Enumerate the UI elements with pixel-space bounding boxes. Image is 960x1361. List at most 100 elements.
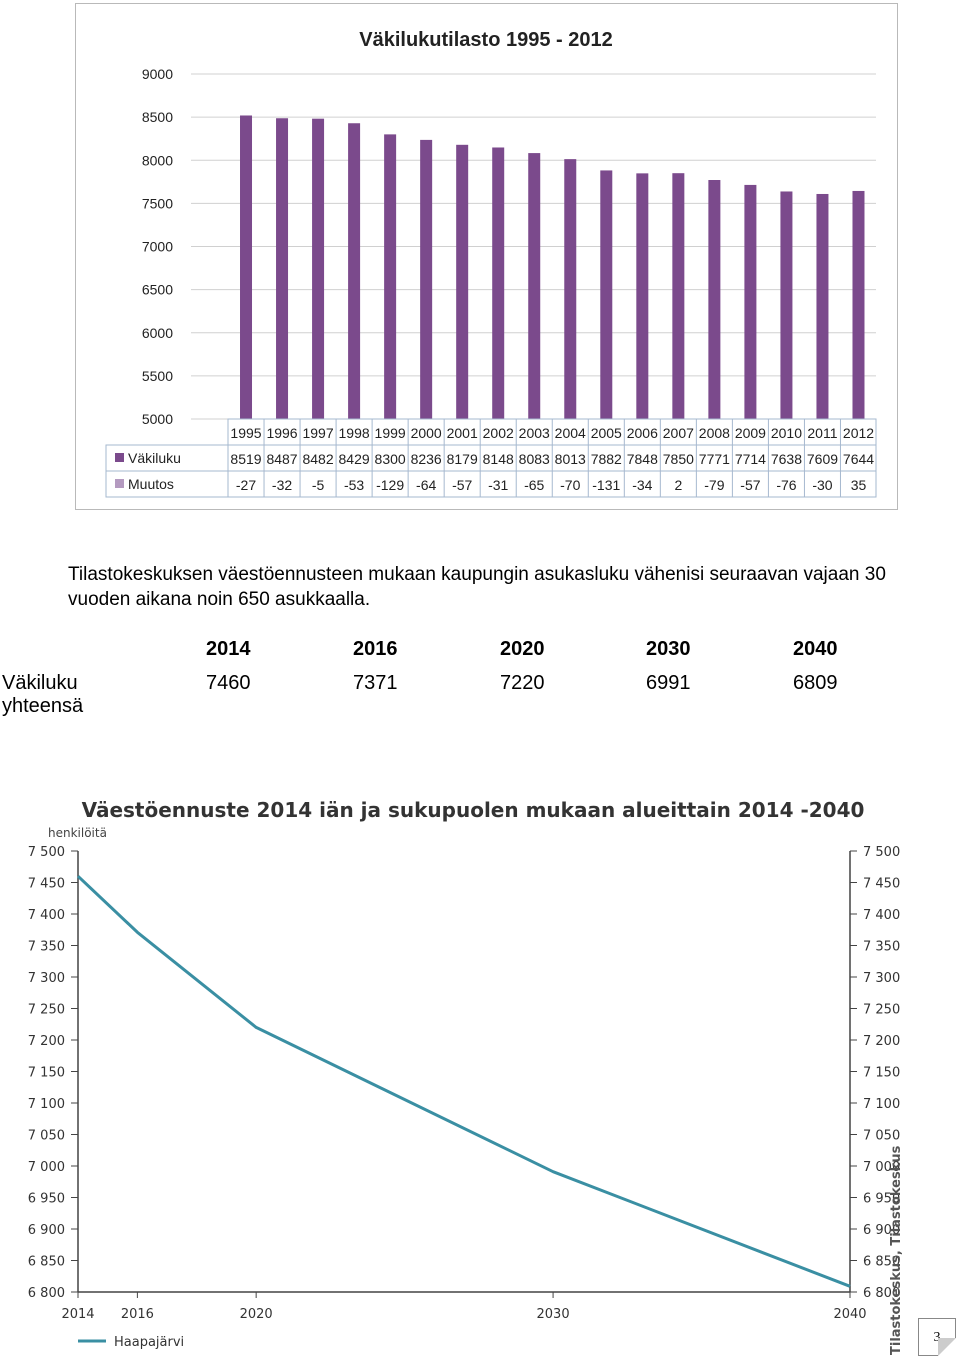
bar [780,191,793,419]
source-watermark: Tilastokeskus, Tilastokeskus [889,1145,904,1355]
chart-title: Väestöennuste 2014 iän ja sukupuolen muk… [82,798,865,822]
population-bar-chart-svg: Väkilukutilasto 1995 - 2012 5000 5500 6000 6… [105,29,877,498]
data-label: 8148 [483,451,514,467]
category-label: 2001 [447,425,478,441]
forecast-year: 2040 [793,638,838,660]
population-bar-chart: Väkilukutilasto 1995 - 2012 5000 5500 6000 6… [75,3,898,510]
y-tick-label: 7 300 [863,971,900,986]
y-tick-label: 7 200 [28,1034,65,1049]
legend-label: Muutos [128,476,174,492]
data-label: 8013 [555,451,586,467]
y-tick-label: 7 300 [28,971,65,986]
data-label: -32 [272,477,292,493]
y-tick-label: 7 050 [863,1129,900,1144]
data-label: -30 [812,477,832,493]
y-tick-label: 7 500 [863,845,900,860]
bar [528,153,541,419]
data-label: 7638 [771,451,802,467]
chart-title: Väkilukutilasto 1995 - 2012 [359,29,612,51]
forecast-value: 6809 [793,672,838,694]
y-tick-label: 6 850 [863,1255,900,1270]
data-label: 8429 [339,451,370,467]
forecast-year: 2014 [206,638,251,660]
category-label: 2007 [663,425,694,441]
x-tick-label: 2016 [121,1307,154,1322]
bar [240,115,253,419]
category-label: 1995 [230,425,261,441]
category-label: 2003 [519,425,550,441]
data-label: 8519 [230,451,261,467]
y-tick-label: 7 350 [28,940,65,955]
y-tick-label: 9000 [142,66,173,82]
page-number: 3 [918,1318,956,1356]
data-label: -5 [312,477,325,493]
x-tick-label: 2040 [833,1307,866,1322]
data-label: -79 [704,477,724,493]
y-tick-label: 7 100 [28,1097,65,1112]
y-tick-label: 5000 [142,411,173,427]
bar [312,118,325,420]
series-line [76,875,851,1288]
y-tick-label: 6500 [142,282,173,298]
bar [456,144,469,419]
category-label: 2010 [771,425,802,441]
bar [384,134,397,419]
bar [744,184,757,419]
page-corner-fold [938,1338,956,1356]
y-tick-label: 7 250 [28,1003,65,1018]
bar [816,193,829,419]
y-tick-label: 6 900 [863,1223,900,1238]
data-label: 35 [851,477,867,493]
bar [348,123,361,419]
bar [420,139,433,419]
category-label: 2004 [555,425,586,441]
data-label: -31 [488,477,508,493]
data-label: 8300 [375,451,406,467]
data-label: 8083 [519,451,550,467]
y-tick-label: 7 050 [28,1129,65,1144]
y-tick-label: 7500 [142,195,173,211]
y-tick-label: 7 400 [863,908,900,923]
data-label: 7609 [807,451,838,467]
data-label: -64 [416,477,436,493]
y-tick-label: 7 200 [863,1034,900,1049]
forecast-year: 2016 [353,638,398,660]
y-tick-label: 6 950 [863,1192,900,1207]
y-tick-label: 7 000 [863,1160,900,1175]
data-label: 8236 [411,451,442,467]
category-label: 2011 [807,425,837,441]
data-label: 7644 [843,451,874,467]
category-label: 2006 [627,425,658,441]
y-tick-label: 5500 [142,368,173,384]
y-tick-label: 7 450 [863,877,900,892]
data-label: -57 [740,477,760,493]
y-tick-label: 6 800 [863,1286,900,1301]
bar [600,170,613,419]
y-tick-label: 7 250 [863,1003,900,1018]
category-label: 1997 [302,425,333,441]
bar [852,190,865,419]
legend-label: Väkiluku [128,450,181,466]
category-label: 1999 [375,425,406,441]
y-tick-label: 6 900 [28,1223,65,1238]
forecast-row-label: Väkiluku yhteensä [2,672,84,717]
data-label: 7771 [699,451,730,467]
legend-label: Haapajärvi [114,1335,184,1350]
bar [708,180,721,419]
data-label: 7850 [663,451,694,467]
data-label: -76 [776,477,796,493]
y-tick-label: 7 000 [28,1160,65,1175]
y-tick-label: 7 150 [28,1066,65,1081]
data-label: -27 [236,477,256,493]
data-label: 2 [674,477,682,493]
y-tick-label: 7 100 [863,1097,900,1112]
bar [276,118,289,419]
forecast-line-chart: Väestöennuste 2014 iän ja sukupuolen muk… [0,785,960,1361]
x-tick-label: 2020 [240,1307,273,1322]
data-label: -34 [632,477,652,493]
y-axis-label: henkilöitä [48,826,107,840]
data-label: 7848 [627,451,658,467]
forecast-value: 6991 [646,672,691,694]
data-label: 8179 [447,451,478,467]
data-label: 8482 [302,451,333,467]
